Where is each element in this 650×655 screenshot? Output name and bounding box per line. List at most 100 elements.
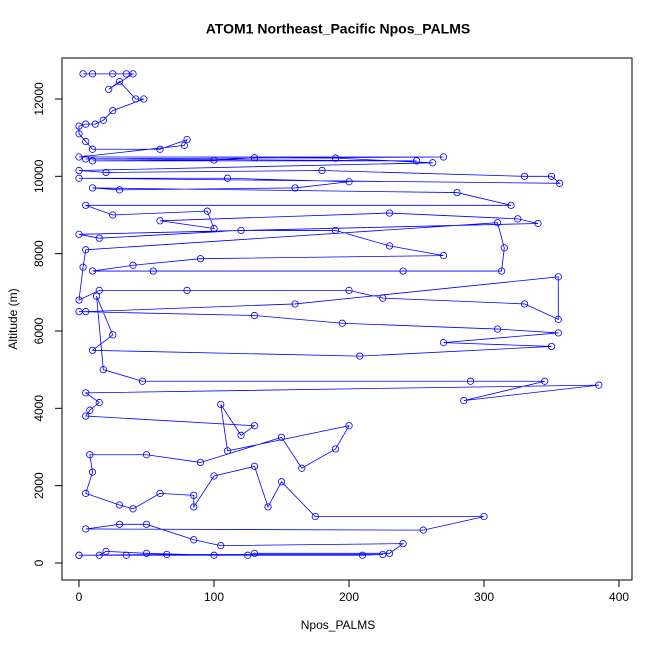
data-point [385,209,394,217]
data-point [91,120,99,128]
data-point [115,77,124,86]
data-point [480,512,488,521]
y-tick-label: 8000 [32,240,46,267]
data-point [82,155,90,163]
data-point [507,201,515,209]
y-tick-label: 4000 [32,395,46,422]
data-point [109,70,117,78]
data-point [92,292,101,300]
data-point [163,550,171,559]
data-point [82,489,90,497]
data-point [250,311,259,320]
data-point [291,184,299,192]
data-point [520,300,529,308]
data-point [223,447,232,455]
data-point [75,551,83,559]
data-point [190,536,198,544]
data-point [237,431,245,439]
x-tick-label: 200 [339,590,359,604]
data-point [331,445,340,453]
data-point [223,174,232,182]
data-point [399,267,407,275]
data-point [88,70,97,78]
data-point [298,464,306,472]
data-point [88,184,97,192]
data-point [180,141,188,149]
data-point [82,389,90,397]
data-point [140,95,148,103]
data-point [338,319,346,327]
data-point [439,338,448,347]
data-point [142,549,151,557]
data-point [554,329,562,337]
data-point [250,154,259,162]
data-point [493,325,502,333]
data-point [109,106,117,115]
data-point [358,551,367,559]
data-point [439,153,448,161]
data-point [331,226,340,235]
data-point [142,451,151,459]
data-point [547,172,556,180]
data-point [345,286,353,294]
data-point [79,263,87,271]
data-point [75,153,83,161]
x-tick-label: 400 [609,590,629,604]
data-point [105,85,113,93]
data-point [82,412,90,420]
data-point [183,286,191,294]
y-axis-label: Altitude (m) [6,288,20,349]
data-point [520,172,529,180]
y-tick-label: 0 [32,559,46,566]
data-point [379,294,387,302]
data-point [122,551,130,559]
data-point [156,217,164,225]
data-point [86,451,94,459]
data-point [88,468,97,476]
data-point [75,308,83,316]
data-point [95,398,103,407]
data-point [88,145,97,153]
x-axis-label: Npos_PALMS [301,618,375,632]
data-point [379,550,387,559]
data-point [429,159,437,167]
data-point [88,346,97,354]
data-point [493,219,502,227]
data-point [109,211,117,219]
data-point [500,244,508,252]
data-point [156,145,164,153]
data-point [412,157,421,165]
data-point [556,179,564,187]
data-point [250,422,259,430]
data-point [149,267,157,275]
data-point [115,501,124,509]
y-tick-label: 2000 [32,472,46,499]
data-point [514,215,522,223]
data-point [331,154,340,162]
data-point [277,433,286,441]
data-point [385,242,394,250]
data-point [291,300,299,308]
data-point [237,226,245,235]
data-point [318,166,326,175]
x-tick-label: 300 [474,590,494,604]
data-point [109,331,117,339]
data-point [356,352,364,360]
x-tick-label: 100 [204,590,224,604]
data-point [554,315,562,323]
data-point [142,520,151,528]
data-point [547,342,556,351]
data-point [132,95,140,103]
data-point [595,381,603,389]
data-point [86,406,94,414]
data-point [554,273,562,281]
y-tick-label: 6000 [32,317,46,344]
data-point [345,422,353,430]
data-point [75,122,83,130]
data-point [190,503,198,511]
data-point [217,400,225,409]
data-point [210,224,218,233]
chart-title: ATOM1 Northeast_Pacific Npos_PALMS [206,21,471,37]
data-point [99,366,107,374]
data-point [102,547,110,555]
